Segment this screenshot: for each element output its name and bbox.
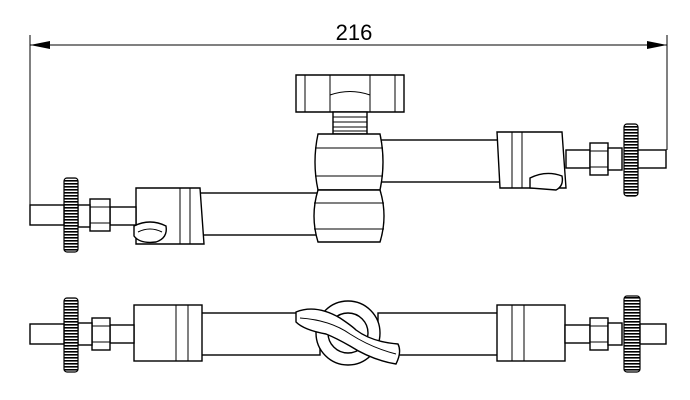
arrowhead-right (647, 41, 667, 49)
top-knob-wing (295, 308, 401, 365)
top-right-nut (589, 317, 609, 351)
right-end-fitting-side (565, 123, 667, 197)
lower-arm-tube (199, 192, 326, 236)
top-left-thumbwheel (63, 297, 79, 373)
side-view (29, 74, 667, 253)
right-end-fitting-top (564, 295, 667, 373)
left-hex-nut (89, 198, 111, 232)
center-joint-upper (314, 133, 384, 191)
top-view (29, 295, 667, 373)
top-left-nut (91, 317, 111, 351)
overall-length-dimension: 216 (29, 20, 668, 210)
center-joint-lower (313, 189, 385, 243)
top-right-spacer (607, 322, 623, 346)
right-hex-nut (589, 142, 609, 176)
lock-knob (295, 74, 405, 113)
right-spacer (607, 147, 623, 171)
top-left-pin (29, 323, 65, 345)
right-pin (637, 149, 667, 169)
top-right-thumbwheel (623, 295, 641, 373)
left-end-fitting-side (29, 177, 137, 253)
dimension-value: 216 (336, 20, 373, 45)
arrowhead-left (30, 41, 50, 49)
left-shaft (109, 206, 137, 226)
top-left-spacer (77, 322, 93, 346)
top-right-sleeve (496, 304, 566, 362)
right-shaft (565, 149, 591, 169)
top-right-pin (639, 323, 667, 345)
left-pin (29, 204, 65, 226)
top-left-shaft (109, 324, 135, 344)
left-thumbwheel (63, 177, 79, 253)
left-socket-sleeve (133, 187, 205, 245)
top-left-sleeve (133, 304, 203, 362)
top-right-shaft (564, 324, 591, 344)
left-end-fitting-top (29, 297, 135, 373)
upper-arm-tube (374, 139, 506, 183)
right-socket-sleeve (496, 131, 567, 191)
right-thumbwheel (623, 123, 639, 197)
left-spacer (77, 204, 91, 228)
